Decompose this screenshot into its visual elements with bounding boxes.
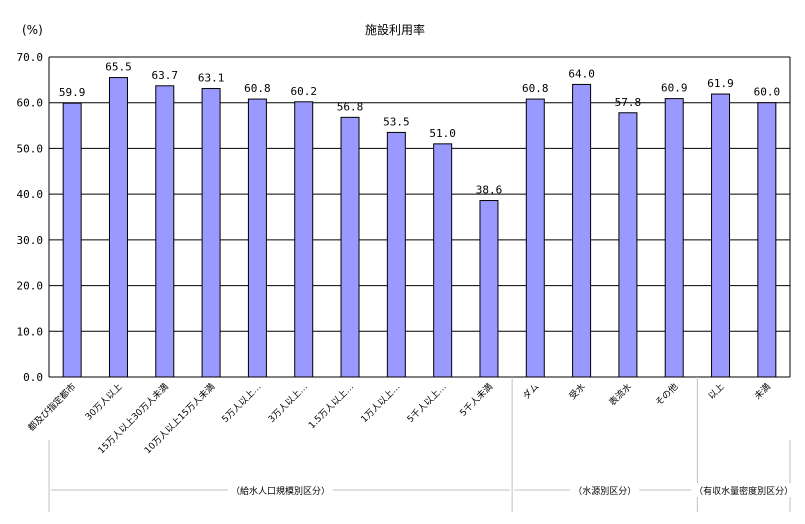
y-axis-unit: (%) [22,23,43,37]
bar [108,77,128,378]
y-tick-label: 20.0 [17,280,44,293]
y-tick-label: 30.0 [17,234,44,247]
group-label: （有収水量密度別区分） [694,485,793,497]
bar [433,143,453,378]
data-label: 63.1 [198,72,225,85]
bar [711,93,731,378]
y-tick-label: 70.0 [17,51,44,64]
data-label: 56.8 [337,100,364,113]
bar [294,101,314,378]
x-tick-label: 都及び指定都市 [25,381,78,434]
group-label-bg [691,483,797,497]
x-tick-label: 5万人以上… [220,381,264,425]
x-tick-label: 以上 [706,381,727,402]
x-tick-label: 1万人以上… [359,381,403,425]
y-tick-label: 60.0 [17,97,44,110]
data-label: 64.0 [568,67,595,80]
y-tick-label: 50.0 [17,142,44,155]
data-label: 60.8 [244,82,271,95]
x-tick-label: 受水 [566,381,587,402]
x-tick-label: その他 [653,381,681,409]
x-tick-label: 1.5万人以上… [306,381,356,431]
data-label: 60.9 [661,82,688,95]
data-label: 57.8 [615,96,642,109]
bar [757,102,777,378]
data-label: 60.0 [754,86,781,99]
x-tick-label: 30万人以上 [83,381,124,422]
group-label-bg [228,483,334,497]
data-label: 38.6 [476,184,503,197]
y-tick-label: 10.0 [17,325,44,338]
bar [618,112,638,378]
data-label: 51.0 [429,127,456,140]
x-tick-label: 5千人未満 [457,381,495,419]
data-label: 60.2 [290,85,317,98]
bar [155,85,175,378]
data-label: 53.5 [383,115,410,128]
bar [525,98,545,378]
x-tick-label: 表流水 [606,381,634,409]
data-label: 65.5 [105,61,132,74]
bars [62,77,777,378]
data-label: 60.8 [522,82,549,95]
bar [664,98,684,378]
bar [247,98,267,378]
bar [479,200,499,378]
y-tick-label: 40.0 [17,188,44,201]
x-tick-label: ダム [520,381,541,402]
y-axis-ticks: 0.0 10.0 20.0 30.0 40.0 50.0 60.0 70.0 [17,51,44,384]
bar [340,116,360,378]
bar [386,131,406,378]
bar [62,102,82,378]
chart-title: 施設利用率 [365,22,425,37]
bar [572,83,592,378]
data-label: 61.9 [707,77,734,90]
x-tick-label: 5千人以上… [405,381,449,425]
group-label: （給水人口規模別区分） [231,485,330,497]
data-label: 59.9 [59,86,86,99]
y-tick-label: 0.0 [23,371,43,384]
category-groups: （給水人口規模別区分） （水源別区分） （有収水量密度別区分） [48,377,797,512]
group-label: （水源別区分） [573,485,636,497]
group-label-bg [570,483,640,497]
x-tick-label: 3万人以上… [266,381,310,425]
data-label: 63.7 [152,69,179,82]
x-tick-label: 未満 [752,381,773,402]
bar [201,88,221,378]
data-labels: 59.9 65.5 63.7 63.1 60.8 60.2 56.8 53.5 51.0 38.6… [59,61,780,197]
